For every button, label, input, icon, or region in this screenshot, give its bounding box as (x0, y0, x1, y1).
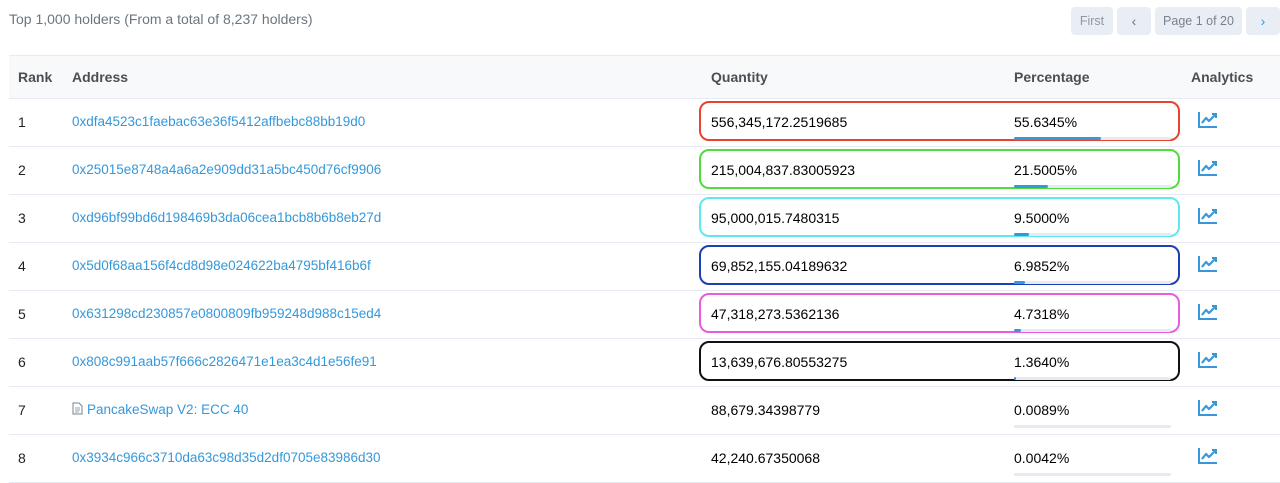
col-analytics: Analytics (1191, 69, 1254, 85)
table-row: 1 0xdfa4523c1faebac63e36f5412affbebc88bb1… (9, 99, 1280, 147)
prev-page-button[interactable]: ‹ (1117, 7, 1151, 35)
chart-line-icon[interactable] (1198, 351, 1218, 369)
percentage-cell: 0.0042% (1014, 450, 1070, 466)
contract-icon (72, 402, 83, 415)
table-row: 8 0x3934c966c3710da63c98d35d2df0705e83986… (9, 435, 1280, 483)
table-header: Rank Address Quantity Percentage Analyti… (9, 55, 1280, 99)
rank-cell: 5 (18, 306, 26, 322)
table-row: 5 0x631298cd230857e0800809fb959248d988c15… (9, 291, 1280, 339)
col-quantity: Quantity (711, 69, 768, 85)
address-text: 0x808c991aab57f666c2826471e1ea3c4d1e56fe… (72, 354, 377, 369)
page-indicator: Page 1 of 20 (1155, 7, 1242, 35)
percentage-bar (1014, 281, 1171, 284)
percentage-bar (1014, 473, 1171, 476)
chart-line-icon[interactable] (1198, 303, 1218, 321)
rank-cell: 4 (18, 258, 26, 274)
chart-line-icon[interactable] (1198, 447, 1218, 465)
percentage-cell: 9.5000% (1014, 210, 1070, 226)
next-page-button[interactable]: › (1246, 7, 1280, 35)
holder-address-link[interactable]: 0x25015e8748a4a6a2e909dd31a5bc450d76cf99… (72, 162, 381, 177)
percentage-bar (1014, 425, 1171, 428)
col-address: Address (72, 69, 129, 85)
address-text: 0x5d0f68aa156f4cd8d98e024622ba4795bf416b… (72, 258, 371, 273)
quantity-cell: 215,004,837.83005923 (711, 162, 856, 178)
chart-line-icon[interactable] (1198, 159, 1218, 177)
percentage-bar (1014, 137, 1171, 140)
holder-address-link[interactable]: 0x808c991aab57f666c2826471e1ea3c4d1e56fe… (72, 354, 377, 369)
percentage-bar (1014, 377, 1171, 380)
quantity-cell: 556,345,172.2519685 (711, 114, 848, 130)
address-text: 0x631298cd230857e0800809fb959248d988c15e… (72, 306, 382, 321)
percentage-bar-fill (1014, 137, 1102, 140)
percentage-cell: 55.6345% (1014, 114, 1078, 130)
quantity-cell: 13,639,676.80553275 (711, 354, 848, 370)
percentage-cell: 0.0089% (1014, 402, 1070, 418)
quantity-cell: 47,318,273.5362136 (711, 306, 840, 322)
holder-address-link[interactable]: PancakeSwap V2: ECC 40 (72, 402, 248, 417)
percentage-cell: 4.7318% (1014, 306, 1070, 322)
percentage-bar (1014, 185, 1171, 188)
percentage-bar (1014, 233, 1171, 236)
table-row: 4 0x5d0f68aa156f4cd8d98e024622ba4795bf416… (9, 243, 1280, 291)
rank-cell: 3 (18, 210, 26, 226)
pagination: First ‹ Page 1 of 20 › (1071, 7, 1280, 35)
rank-cell: 2 (18, 162, 26, 178)
col-percentage: Percentage (1014, 69, 1090, 85)
holder-address-link[interactable]: 0x5d0f68aa156f4cd8d98e024622ba4795bf416b… (72, 258, 371, 273)
rank-cell: 6 (18, 354, 26, 370)
percentage-bar-fill (1014, 185, 1048, 188)
percentage-cell: 1.3640% (1014, 354, 1070, 370)
percentage-bar (1014, 329, 1171, 332)
percentage-cell: 21.5005% (1014, 162, 1078, 178)
quantity-cell: 42,240.67350068 (711, 450, 820, 466)
percentage-bar-fill (1014, 329, 1022, 332)
address-text: 0x25015e8748a4a6a2e909dd31a5bc450d76cf99… (72, 162, 382, 177)
holder-address-link[interactable]: 0xdfa4523c1faebac63e36f5412affbebc88bb19… (72, 114, 365, 129)
percentage-cell: 6.9852% (1014, 258, 1070, 274)
percentage-bar-fill (1014, 377, 1017, 380)
percentage-bar-fill (1014, 233, 1029, 236)
holder-address-link[interactable]: 0x631298cd230857e0800809fb959248d988c15e… (72, 306, 381, 321)
table-body: 1 0xdfa4523c1faebac63e36f5412affbebc88bb1… (9, 99, 1280, 483)
table-row: 7 PancakeSwap V2: ECC 40 88,679.34398779 0.… (9, 387, 1280, 435)
percentage-bar-fill (1014, 281, 1025, 284)
table-row: 3 0xd96bf99bd6d198469b3da06cea1bcb8b6b8eb… (9, 195, 1280, 243)
holder-address-link[interactable]: 0xd96bf99bd6d198469b3da06cea1bcb8b6b8eb2… (72, 210, 381, 225)
quantity-cell: 88,679.34398779 (711, 402, 820, 418)
rank-cell: 7 (18, 402, 26, 418)
holders-table: Rank Address Quantity Percentage Analyti… (9, 55, 1280, 483)
chart-line-icon[interactable] (1198, 399, 1218, 417)
address-text: 0x3934c966c3710da63c98d35d2df0705e83986d… (72, 450, 381, 465)
rank-cell: 8 (18, 450, 26, 466)
holder-address-link[interactable]: 0x3934c966c3710da63c98d35d2df0705e83986d… (72, 450, 381, 465)
address-text: PancakeSwap V2: ECC 40 (87, 402, 249, 417)
table-row: 6 0x808c991aab57f666c2826471e1ea3c4d1e56f… (9, 339, 1280, 387)
chart-line-icon[interactable] (1198, 111, 1218, 129)
first-page-button[interactable]: First (1071, 7, 1113, 35)
chart-line-icon[interactable] (1198, 207, 1218, 225)
table-row: 2 0x25015e8748a4a6a2e909dd31a5bc450d76cf9… (9, 147, 1280, 195)
quantity-cell: 69,852,155.04189632 (711, 258, 848, 274)
holders-summary: Top 1,000 holders (From a total of 8,237… (9, 11, 313, 27)
quantity-cell: 95,000,015.7480315 (711, 210, 840, 226)
address-text: 0xd96bf99bd6d198469b3da06cea1bcb8b6b8eb2… (72, 210, 382, 225)
col-rank: Rank (18, 69, 53, 85)
rank-cell: 1 (18, 114, 26, 130)
chart-line-icon[interactable] (1198, 255, 1218, 273)
address-text: 0xdfa4523c1faebac63e36f5412affbebc88bb19… (72, 114, 366, 129)
